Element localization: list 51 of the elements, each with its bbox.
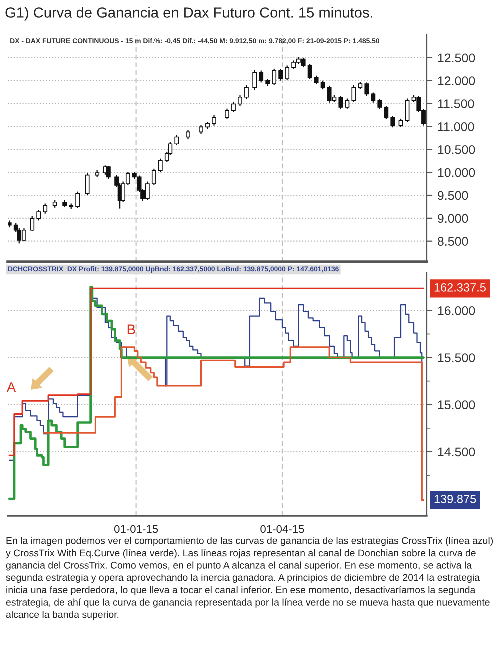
- candlestick: [238, 94, 242, 107]
- candlestick: [76, 191, 80, 209]
- chart-title: G1) Curva de Ganancia en Dax Futuro Cont. 15 minutos.: [6, 7, 372, 21]
- x-tick-label: 01-01-15: [114, 525, 158, 534]
- candlestick: [338, 95, 344, 110]
- annotation: B: [128, 324, 136, 334]
- x-tick-label: 01-04-15: [260, 525, 304, 534]
- candlestick: [225, 108, 230, 120]
- y-tick-label: 16.000: [438, 306, 476, 316]
- candlestick: [244, 84, 249, 100]
- candlestick: [212, 114, 216, 126]
- data-label: 162.337.5: [434, 283, 486, 292]
- candlestick: [186, 130, 190, 140]
- candlestick: [43, 203, 48, 214]
- candlestick: [371, 92, 376, 104]
- annotation: 139.875: [434, 495, 476, 504]
- y-tick-label: 12.500: [438, 54, 476, 63]
- annotation: A: [6, 382, 16, 392]
- y-tick-label: 11.500: [438, 100, 474, 108]
- y-tick-label: 15.000: [438, 400, 476, 410]
- text: En la imagen podemos ver el comportamiento de las curvas de ganancia de las estrategias CrossTrix (línea azul) y CrossTrix With Eq.Curve (línea verde). Las líneas rojas representan al canal de Donchian sobre la curva de ganancia del CrossTrix. Como vemos, en el punto A alcanza el canal superior. En ese momento, se activa la segunda estrategia y opera aprovechando la inercia ganadora. A principios de diciembre de 2014 la estrategia inicia una fase perdedora, lo que lleva a tocar el canal inferior. En ese momento, desactivaríamos la segunda estrategia, de ahí que la curva de ganancia representada por la línea verde no se mueva hasta que nuevamente alcance la banda superior.: [6, 537, 494, 620]
- candlestick: [405, 98, 410, 123]
- candlestick: [272, 68, 277, 86]
- candlestick: [85, 172, 90, 196]
- y-tick-label: 9.500: [438, 191, 468, 200]
- y-tick-label: 12.000: [438, 76, 476, 86]
- candlestick: [232, 101, 236, 114]
- y-tick-label: 10.000: [438, 168, 476, 178]
- candlestick: [106, 166, 111, 180]
- candlestick: [36, 210, 42, 222]
- candlestick: [259, 70, 264, 84]
- candlestick: [352, 84, 356, 103]
- candlestick: [278, 68, 284, 82]
- candlestick: [378, 98, 382, 110]
- candlestick: [252, 70, 258, 91]
- y-tick-label: 9.000: [438, 214, 468, 224]
- candlestick: [384, 106, 389, 120]
- y-tick-label: 14.500: [438, 448, 476, 457]
- y-tick-label: 8.500: [438, 237, 468, 246]
- candlestick: [152, 168, 156, 186]
- candlestick: [174, 134, 180, 146]
- candlestick: [285, 65, 290, 81]
- y-tick-label: 11.000: [438, 122, 474, 132]
- candlestick: [364, 82, 370, 97]
- candlestick: [345, 98, 350, 110]
- y-tick-label: 15.500: [438, 354, 476, 362]
- candlestick: [308, 64, 312, 80]
- candlestick: [390, 116, 396, 128]
- y-tick-label: 10.500: [438, 145, 476, 154]
- candlestick: [158, 158, 163, 174]
- candlestick: [30, 216, 35, 232]
